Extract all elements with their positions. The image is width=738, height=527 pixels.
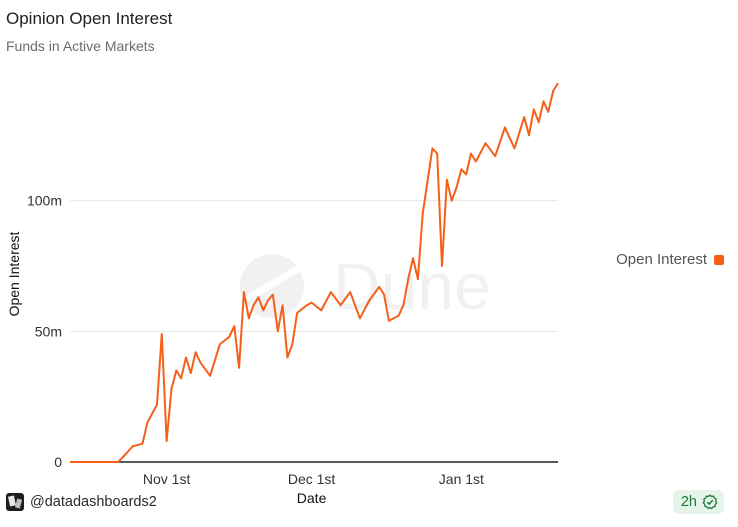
x-tick-label: Nov 1st xyxy=(143,471,191,487)
author-link[interactable]: @datadashboards2 xyxy=(6,493,157,511)
y-tick-label: 50m xyxy=(35,323,62,339)
dune-logo-icon: Dune xyxy=(240,249,491,323)
legend-label: Open Interest xyxy=(616,251,707,268)
user-avatar-icon xyxy=(6,493,24,511)
x-tick-label: Dec 1st xyxy=(288,471,336,487)
refresh-badge[interactable]: 2h xyxy=(672,490,724,514)
refresh-interval: 2h xyxy=(680,494,697,510)
legend-swatch xyxy=(714,254,724,265)
y-axis-label: Open Interest xyxy=(6,231,22,316)
check-circle-icon xyxy=(702,494,718,510)
chart-title: Opinion Open Interest xyxy=(6,9,173,28)
x-axis-label: Date xyxy=(297,490,327,506)
chart-subtitle: Funds in Active Markets xyxy=(6,38,155,54)
author-name: @datadashboards2 xyxy=(30,494,157,510)
y-tick-label: 0 xyxy=(54,454,62,470)
legend[interactable]: Open Interest xyxy=(616,251,724,268)
y-tick-label: 100m xyxy=(27,193,62,209)
series-line-open-interest[interactable] xyxy=(70,82,559,463)
x-tick-label: Jan 1st xyxy=(439,471,484,487)
